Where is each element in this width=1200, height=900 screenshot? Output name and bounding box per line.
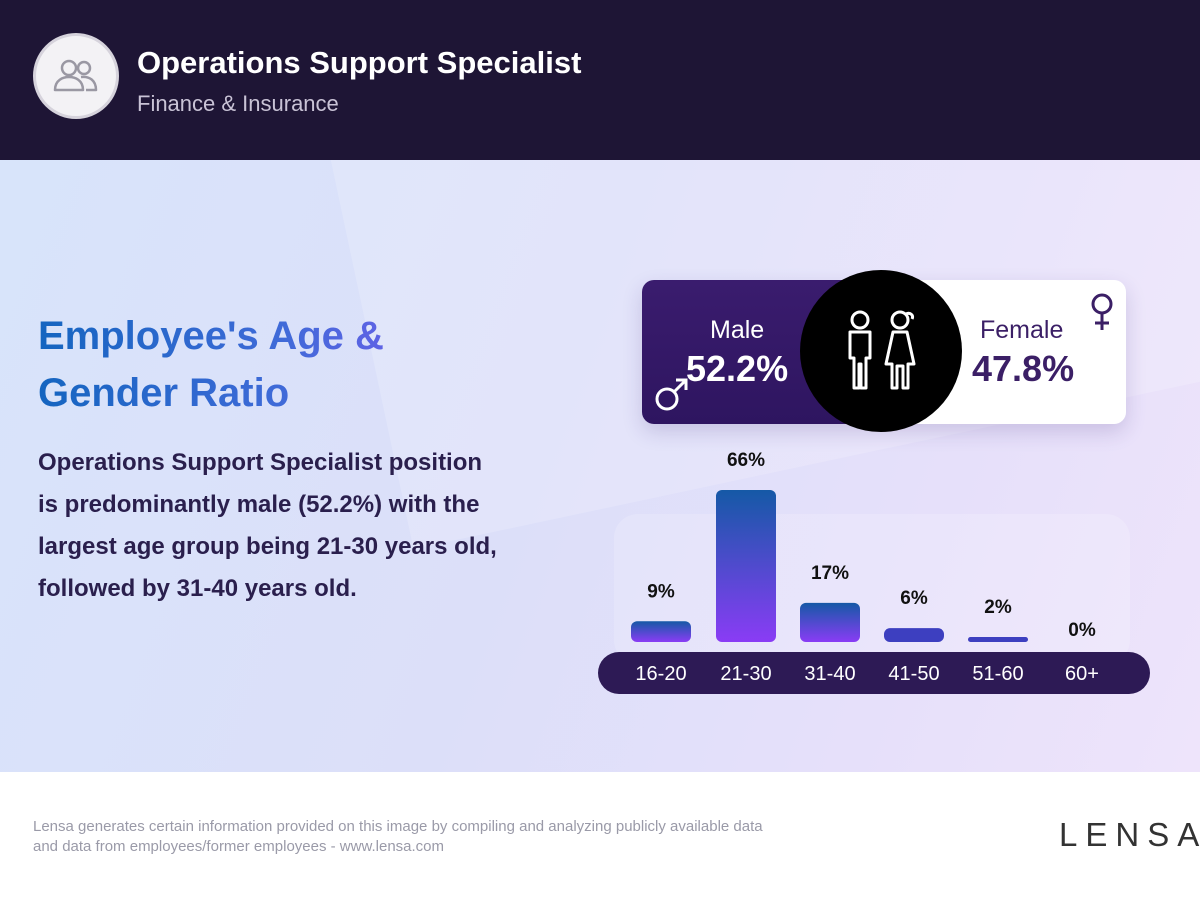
- footer-disclaimer: Lensa generates certain information prov…: [33, 817, 853, 857]
- main-panel: Employee's Age & Gender Ratio Operations…: [0, 160, 1200, 772]
- x-axis-band: [598, 652, 1150, 694]
- section-heading: Employee's Age & Gender Ratio: [38, 308, 478, 422]
- x-tick-label: 51-60: [972, 663, 1023, 685]
- x-tick-label: 16-20: [635, 663, 686, 685]
- male-label: Male: [710, 316, 765, 344]
- x-tick-label: 60+: [1065, 663, 1099, 685]
- female-percentage: 47.8%: [972, 348, 1075, 389]
- x-tick-label: 41-50: [888, 663, 939, 685]
- disclaimer-line: and data from employees/former employees…: [33, 838, 445, 855]
- data-label-51-60: 2%: [984, 597, 1012, 618]
- female-label: Female: [980, 316, 1064, 344]
- bar-31-40: [800, 602, 860, 642]
- bar-41-50: [884, 628, 944, 642]
- job-title: Operations Support Specialist: [137, 45, 582, 80]
- age-chart: 9% 16-20 66% 21-30 17% 31-40 6% 41-50 2% 51-60 0% 6…: [598, 450, 1150, 694]
- x-tick-label: 21-30: [720, 663, 771, 685]
- section-description: Operations Support Specialist position i…: [38, 449, 497, 602]
- data-label-60+: 0%: [1068, 620, 1096, 641]
- age-chart-svg: 9% 16-20 66% 21-30 17% 31-40 6% 41-50 2% 51-60 0% 6…: [631, 450, 1099, 685]
- female-symbol-icon: [1091, 293, 1113, 330]
- avatar: [33, 33, 119, 119]
- bar-21-30: [716, 490, 776, 642]
- bar-51-60: [968, 637, 1028, 642]
- lensa-logo: LENSA: [1059, 816, 1200, 853]
- people-icon: [53, 59, 98, 92]
- chart-plot-area: [614, 514, 1130, 664]
- job-industry: Finance & Insurance: [137, 91, 339, 116]
- bar-16-20: [631, 621, 691, 642]
- male-percentage: 52.2%: [686, 348, 789, 389]
- data-label-16-20: 9%: [647, 581, 675, 602]
- data-label-41-50: 6%: [900, 588, 928, 609]
- header: Operations Support Specialist Finance & …: [0, 0, 1200, 160]
- male-symbol-icon: [655, 378, 688, 411]
- disclaimer-line: Lensa generates certain information prov…: [33, 818, 763, 835]
- people-badge: [800, 270, 962, 432]
- data-label-21-30: 66%: [727, 450, 765, 471]
- data-label-31-40: 17%: [811, 563, 849, 584]
- x-tick-label: 31-40: [804, 663, 855, 685]
- boy-girl-icon: [848, 310, 916, 390]
